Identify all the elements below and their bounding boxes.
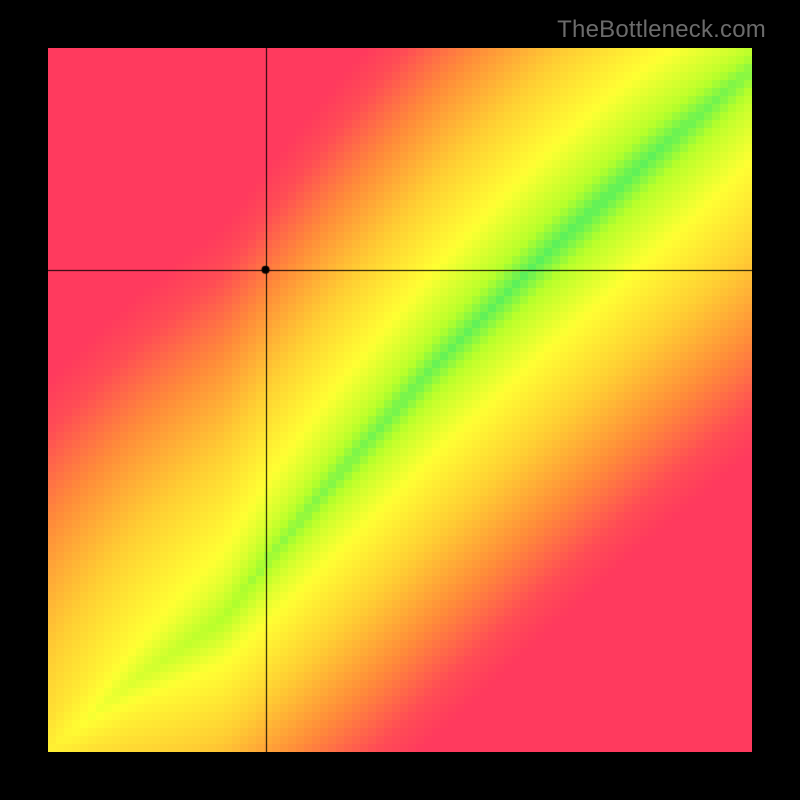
chart-container: TheBottleneck.com [0, 0, 800, 800]
watermark-label: TheBottleneck.com [557, 16, 766, 44]
bottleneck-heatmap [48, 48, 752, 752]
